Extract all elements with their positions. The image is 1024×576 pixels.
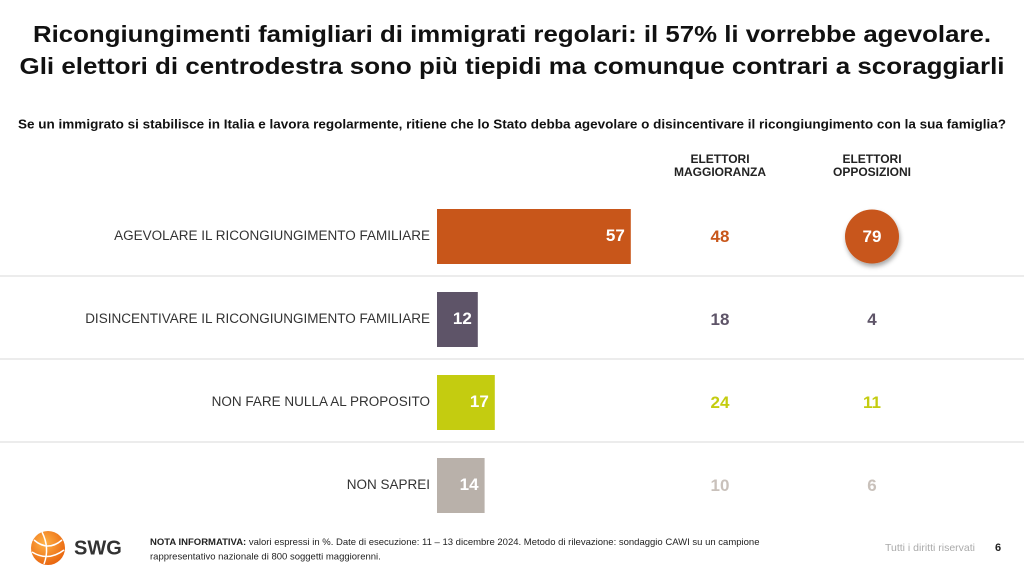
- bar-value-label: 17: [470, 392, 489, 411]
- column-value: 6: [867, 476, 876, 495]
- column-value: 48: [711, 227, 730, 246]
- bar: [437, 375, 495, 430]
- page-number: 6: [995, 542, 1001, 554]
- note-text: valori espressi in %. Date di esecuzione…: [249, 537, 760, 548]
- bar-value-label: 14: [460, 475, 479, 494]
- column-value: 79: [863, 227, 882, 246]
- bar: [437, 292, 478, 347]
- column-header: MAGGIORANZA: [674, 165, 766, 179]
- column-value: 11: [863, 393, 881, 412]
- bar: [437, 209, 631, 264]
- logo-lines: [31, 531, 65, 565]
- logo-text: SWG: [74, 537, 122, 559]
- category-label: AGEVOLARE IL RICONGIUNGIMENTO FAMILIARE: [114, 228, 430, 243]
- bar-value-label: 57: [606, 226, 625, 245]
- category-label: NON FARE NULLA AL PROPOSITO: [212, 394, 430, 409]
- title-line: Gli elettori di centrodestra sono più ti…: [20, 53, 1005, 79]
- bar-value-label: 12: [453, 309, 472, 328]
- category-label: NON SAPREI: [347, 477, 430, 492]
- note-text: rappresentativo nazionale di 800 soggett…: [150, 552, 381, 563]
- category-label: DISINCENTIVARE IL RICONGIUNGIMENTO FAMIL…: [85, 311, 430, 326]
- column-header: OPPOSIZIONI: [833, 165, 911, 179]
- column-value: 10: [711, 476, 730, 495]
- subtitle: Se un immigrato si stabilisce in Italia …: [18, 116, 1006, 131]
- column-value: 4: [867, 310, 877, 329]
- bar: [437, 458, 485, 513]
- column-header: ELETTORI: [690, 152, 749, 166]
- note-label: NOTA INFORMATIVA:: [150, 537, 246, 548]
- column-value: 24: [711, 393, 730, 412]
- column-header: ELETTORI: [842, 152, 901, 166]
- note: NOTA INFORMATIVA: valori espressi in %. …: [150, 537, 760, 548]
- title-line: Ricongiungimenti famigliari di immigrati…: [33, 21, 991, 47]
- copyright: Tutti i diritti riservati: [885, 542, 975, 554]
- column-value: 18: [711, 310, 730, 329]
- logo-globe: [31, 531, 65, 565]
- highlight-circle: [845, 209, 899, 264]
